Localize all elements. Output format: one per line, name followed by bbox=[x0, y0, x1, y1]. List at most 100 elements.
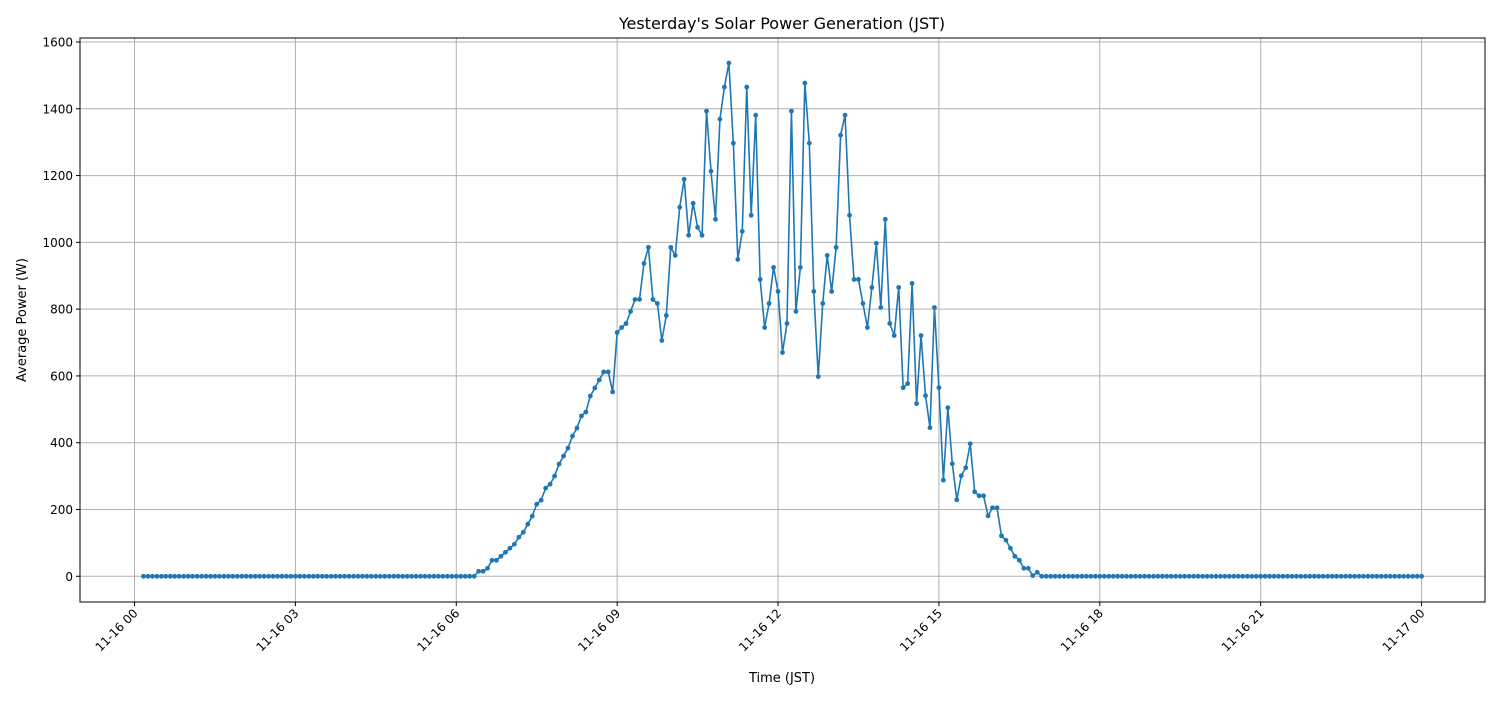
x-axis-ticks: 11-16 00 11-16 03 11-16 06 11-16 09 11-16 12… bbox=[93, 602, 1428, 654]
data-point bbox=[1378, 573, 1384, 579]
data-point bbox=[1218, 573, 1223, 579]
data-point bbox=[802, 80, 808, 86]
data-point bbox=[1008, 545, 1013, 551]
data-point bbox=[882, 216, 888, 222]
data-point bbox=[1231, 573, 1237, 579]
data-point bbox=[1392, 573, 1398, 579]
data-point bbox=[1110, 573, 1116, 579]
data-point bbox=[485, 565, 490, 571]
data-point bbox=[963, 465, 969, 471]
data-point bbox=[1075, 573, 1080, 579]
data-point bbox=[145, 573, 151, 579]
data-point bbox=[775, 289, 781, 294]
data-point bbox=[543, 485, 549, 491]
data-point bbox=[744, 84, 750, 90]
data-point bbox=[972, 489, 978, 495]
data-point bbox=[1267, 573, 1273, 579]
data-point bbox=[141, 573, 146, 579]
data-point bbox=[918, 333, 924, 338]
data-point bbox=[306, 573, 312, 579]
data-point bbox=[1012, 553, 1018, 559]
data-point bbox=[1173, 573, 1179, 579]
data-point bbox=[668, 244, 674, 250]
data-point bbox=[1030, 573, 1036, 579]
data-point bbox=[1244, 573, 1250, 579]
data-point bbox=[1039, 573, 1045, 579]
data-point bbox=[1414, 573, 1420, 579]
data-point bbox=[1182, 573, 1188, 579]
data-point bbox=[820, 301, 826, 306]
data-point bbox=[695, 224, 700, 230]
data-point bbox=[275, 573, 280, 579]
y-tick-label: 1000 bbox=[42, 236, 73, 250]
data-point bbox=[1204, 573, 1210, 579]
data-point bbox=[480, 568, 486, 574]
data-point bbox=[351, 573, 356, 579]
data-point bbox=[471, 573, 477, 579]
data-point bbox=[154, 573, 160, 579]
data-point bbox=[583, 409, 589, 415]
y-axis-label: Average Power (W) bbox=[15, 258, 30, 382]
data-point bbox=[596, 377, 602, 383]
data-point bbox=[1151, 573, 1156, 579]
data-point bbox=[1159, 573, 1165, 579]
data-point bbox=[1142, 573, 1147, 579]
data-point bbox=[172, 573, 178, 579]
data-point bbox=[507, 545, 513, 551]
data-point bbox=[1088, 573, 1094, 579]
data-point bbox=[498, 553, 504, 559]
data-point bbox=[806, 140, 812, 146]
data-point bbox=[342, 573, 347, 579]
data-point bbox=[288, 573, 294, 579]
data-point bbox=[489, 557, 495, 563]
data-point bbox=[646, 244, 651, 250]
data-point bbox=[494, 557, 499, 563]
data-point bbox=[1137, 573, 1143, 579]
data-point bbox=[400, 573, 406, 579]
data-point bbox=[516, 534, 522, 540]
data-point bbox=[592, 385, 598, 391]
data-point bbox=[1249, 573, 1255, 579]
data-point bbox=[811, 289, 817, 294]
data-point bbox=[230, 573, 236, 579]
data-point bbox=[1101, 573, 1107, 579]
y-tick-label: 400 bbox=[50, 436, 73, 450]
data-point bbox=[1124, 573, 1129, 579]
data-point bbox=[203, 573, 209, 579]
data-point bbox=[1083, 573, 1089, 579]
data-point bbox=[1168, 573, 1174, 579]
data-point bbox=[449, 573, 455, 579]
y-axis-ticks: 0 200 400 600 800 1000 1200 1400 1600 bbox=[42, 36, 80, 584]
data-point bbox=[511, 541, 517, 547]
data-point bbox=[923, 393, 928, 399]
data-point bbox=[239, 573, 245, 579]
data-point bbox=[1177, 573, 1183, 579]
data-point bbox=[587, 393, 593, 399]
y-tick-label: 800 bbox=[50, 303, 73, 317]
data-point bbox=[990, 505, 995, 511]
data-point bbox=[1396, 573, 1402, 579]
data-point bbox=[418, 573, 423, 579]
data-point bbox=[771, 265, 776, 270]
data-point bbox=[784, 321, 790, 326]
data-point bbox=[529, 513, 535, 519]
data-point bbox=[623, 321, 629, 326]
data-point bbox=[663, 313, 669, 318]
data-point bbox=[757, 277, 763, 282]
data-point bbox=[574, 425, 580, 431]
data-point bbox=[1240, 573, 1246, 579]
data-point bbox=[212, 573, 218, 579]
data-point bbox=[873, 240, 879, 246]
data-point bbox=[355, 573, 361, 579]
data-point bbox=[1146, 573, 1152, 579]
data-point bbox=[1079, 573, 1085, 579]
data-point bbox=[601, 369, 607, 375]
data-point bbox=[1155, 573, 1161, 579]
data-point bbox=[328, 573, 334, 579]
data-point bbox=[1119, 573, 1125, 579]
data-point bbox=[905, 381, 911, 387]
data-point bbox=[628, 309, 633, 314]
data-point bbox=[1338, 573, 1344, 579]
data-point bbox=[1347, 573, 1353, 579]
x-tick-label: 11-16 00 bbox=[93, 606, 141, 654]
